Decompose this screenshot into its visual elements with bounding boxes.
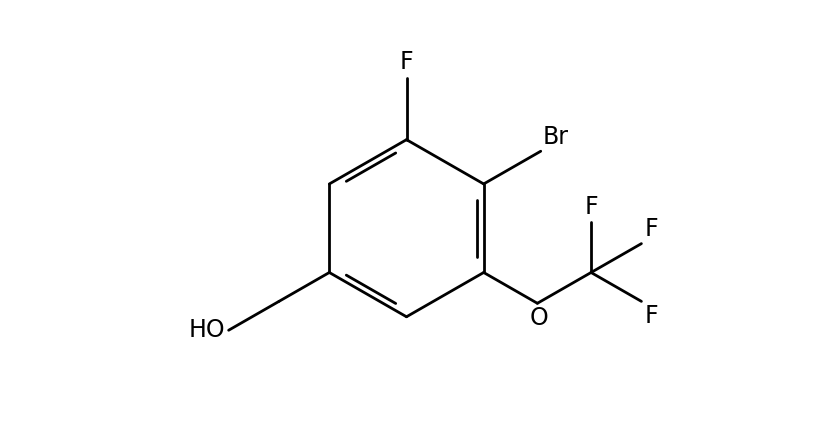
Text: F: F [645, 217, 658, 241]
Text: O: O [530, 306, 548, 331]
Text: Br: Br [543, 125, 569, 149]
Text: F: F [585, 195, 598, 219]
Text: F: F [399, 50, 414, 74]
Text: F: F [645, 304, 658, 328]
Text: HO: HO [189, 318, 225, 342]
